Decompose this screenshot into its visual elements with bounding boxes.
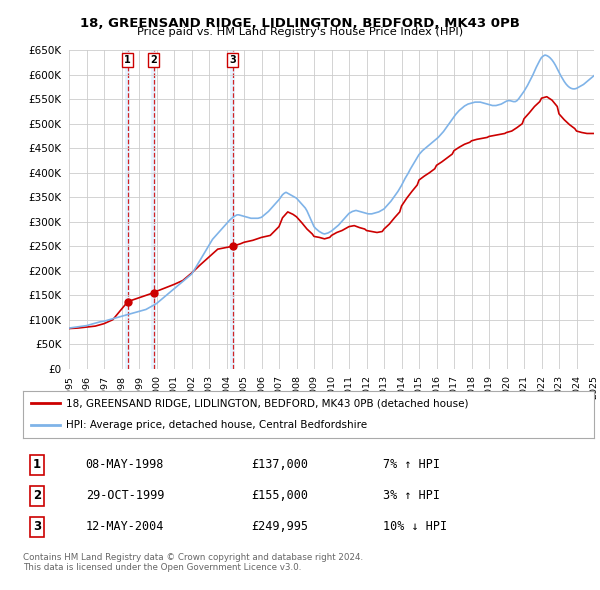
- Text: This data is licensed under the Open Government Licence v3.0.: This data is licensed under the Open Gov…: [23, 563, 301, 572]
- Bar: [151, 50, 156, 369]
- Text: £137,000: £137,000: [251, 458, 308, 471]
- Text: 1: 1: [33, 458, 41, 471]
- Text: 1: 1: [124, 55, 131, 65]
- Text: 2: 2: [150, 55, 157, 65]
- Text: 12-MAY-2004: 12-MAY-2004: [86, 520, 164, 533]
- Text: 18, GREENSAND RIDGE, LIDLINGTON, BEDFORD, MK43 0PB: 18, GREENSAND RIDGE, LIDLINGTON, BEDFORD…: [80, 17, 520, 30]
- Text: 2: 2: [33, 489, 41, 503]
- Text: 7% ↑ HPI: 7% ↑ HPI: [383, 458, 440, 471]
- Text: 29-OCT-1999: 29-OCT-1999: [86, 489, 164, 503]
- Text: 08-MAY-1998: 08-MAY-1998: [86, 458, 164, 471]
- Bar: [125, 50, 130, 369]
- Text: £155,000: £155,000: [251, 489, 308, 503]
- Text: 10% ↓ HPI: 10% ↓ HPI: [383, 520, 447, 533]
- Text: Price paid vs. HM Land Registry's House Price Index (HPI): Price paid vs. HM Land Registry's House …: [137, 27, 463, 37]
- Text: HPI: Average price, detached house, Central Bedfordshire: HPI: Average price, detached house, Cent…: [65, 420, 367, 430]
- Text: 18, GREENSAND RIDGE, LIDLINGTON, BEDFORD, MK43 0PB (detached house): 18, GREENSAND RIDGE, LIDLINGTON, BEDFORD…: [65, 398, 468, 408]
- Text: 3% ↑ HPI: 3% ↑ HPI: [383, 489, 440, 503]
- Text: £249,995: £249,995: [251, 520, 308, 533]
- Text: 3: 3: [33, 520, 41, 533]
- Text: 3: 3: [229, 55, 236, 65]
- Text: Contains HM Land Registry data © Crown copyright and database right 2024.: Contains HM Land Registry data © Crown c…: [23, 553, 363, 562]
- Bar: [230, 50, 235, 369]
